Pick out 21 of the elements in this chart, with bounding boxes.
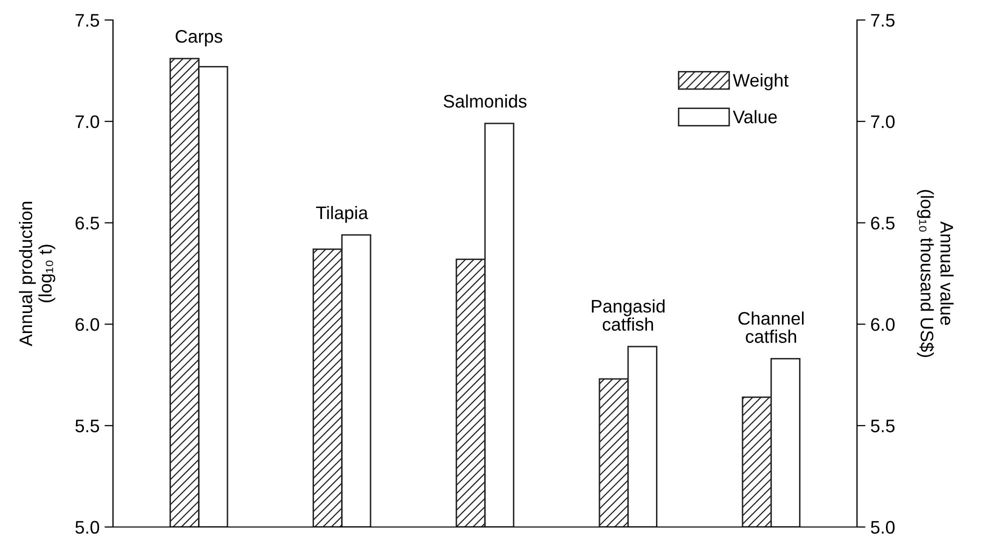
x-tick-label: Tilapia — [316, 206, 368, 223]
x-tick-label: Salmonids — [444, 94, 526, 108]
y-tick-label: 5.0 — [75, 520, 100, 534]
y-tick-label: 7.5 — [76, 14, 100, 27]
y2-tick-label: 5.5 — [870, 420, 895, 432]
y-tick-label: 6.0 — [76, 318, 100, 331]
y2-tick-label: 6.5 — [871, 216, 895, 230]
y2-tick-label: 7.0 — [871, 115, 895, 128]
y-tick-label: 6.5 — [76, 216, 100, 230]
y-tick-label: 5.5 — [75, 420, 100, 432]
y-tick-label: 7.0 — [76, 115, 100, 128]
legend-label: Value — [732, 110, 777, 124]
y2-tick-label: 5.0 — [870, 520, 895, 534]
y-axis-title: Annual production (log₁₀ t) — [18, 202, 56, 346]
y2-axis-title: Annual value (log₁₀ thousand US$) — [917, 190, 954, 357]
x-tick-label: Channel catfish — [738, 312, 804, 343]
x-tick-label: Carps — [176, 30, 222, 46]
legend-label: Weight — [732, 73, 789, 90]
y2-tick-label: 7.5 — [871, 14, 895, 27]
y2-tick-label: 6.0 — [871, 318, 895, 331]
x-tick-label: Pangasid catfish — [592, 299, 665, 331]
